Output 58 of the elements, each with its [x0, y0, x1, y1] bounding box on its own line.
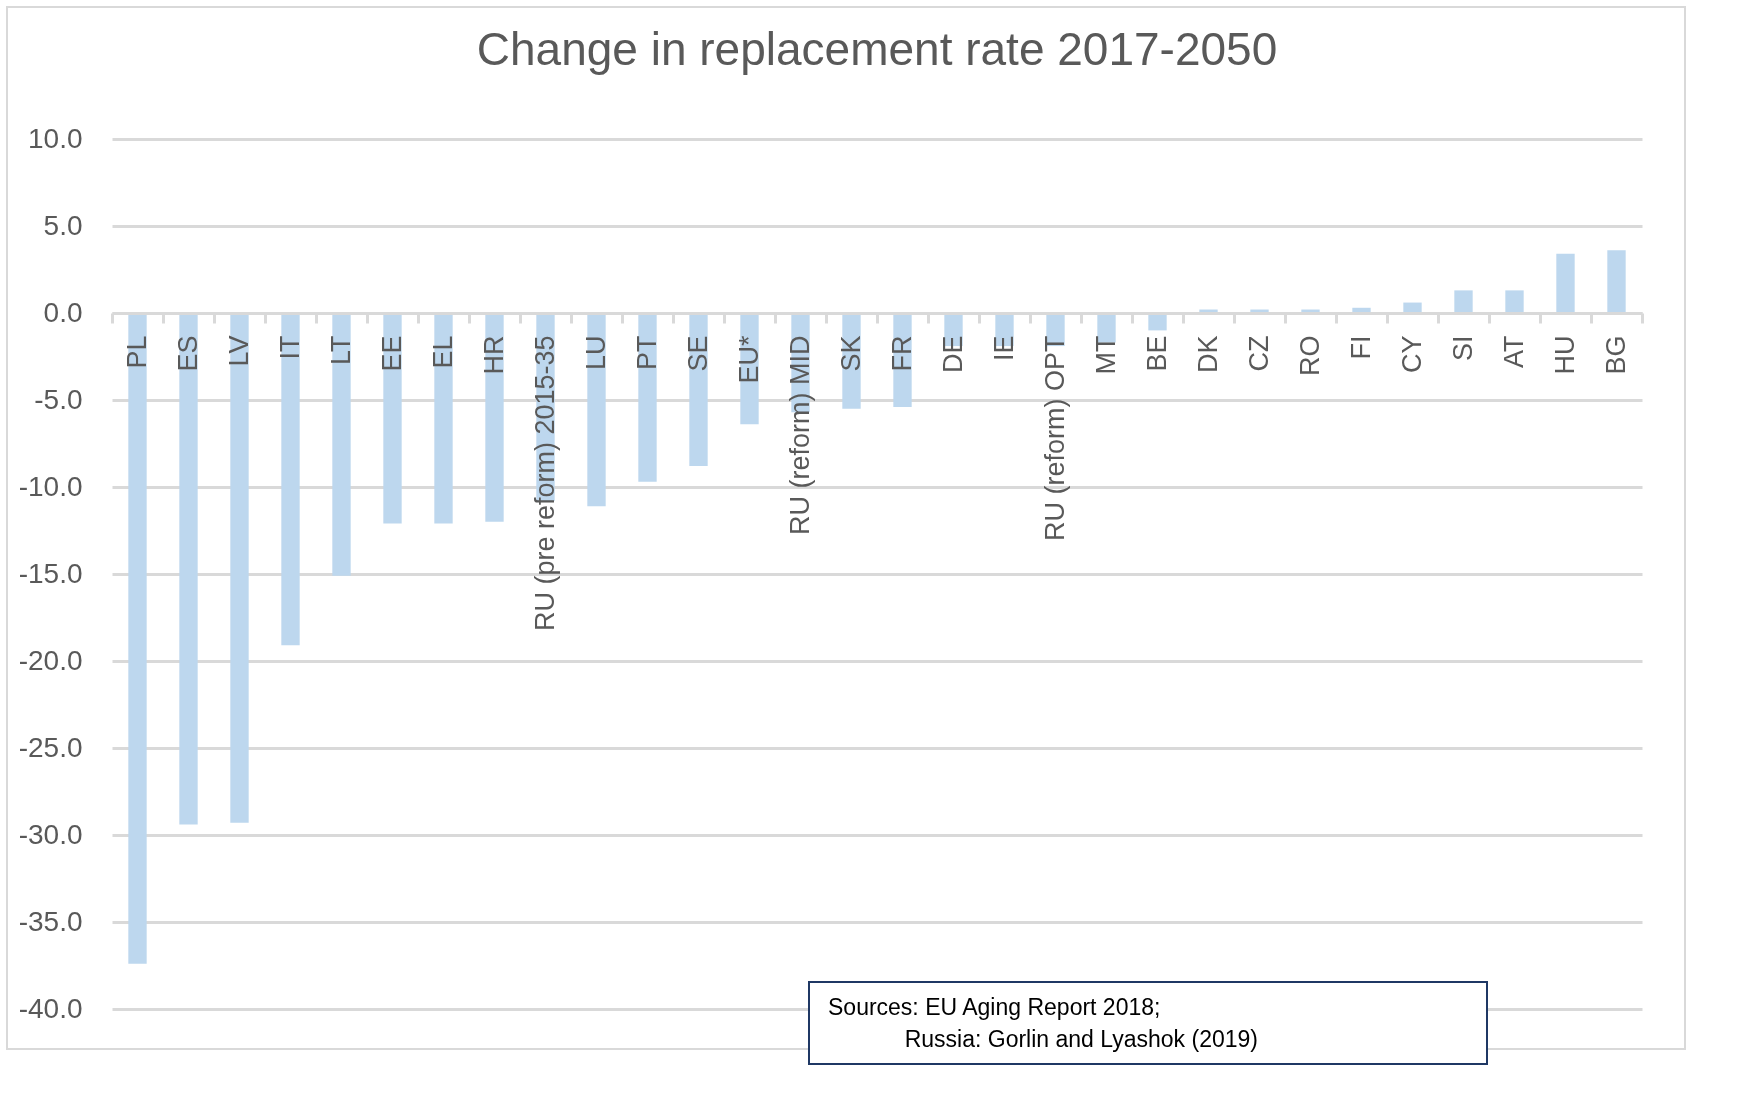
- x-tick-label: EL: [428, 335, 458, 369]
- y-tick-label: -25.0: [18, 731, 83, 763]
- x-tick-label: PL: [122, 335, 152, 369]
- y-tick-label: -5.0: [34, 383, 83, 415]
- x-tick-label: RU (pre reform) 2015-35: [530, 335, 560, 632]
- x-tick-label: IE: [989, 335, 1019, 362]
- y-tick-label: 0.0: [43, 296, 83, 328]
- bar: [128, 313, 147, 964]
- x-tick-label: HU: [1550, 335, 1580, 375]
- x-tick-label: ES: [173, 335, 203, 372]
- x-tick-label: FI: [1346, 335, 1376, 360]
- bar: [587, 313, 606, 507]
- x-tick-label: DE: [938, 335, 968, 374]
- bar: [230, 313, 249, 823]
- x-tick-label: RU (reform) MID: [785, 335, 815, 535]
- x-tick-label: SI: [1448, 335, 1478, 362]
- note-box: Sources: EU Aging Report 2018; Russia: Gorlin and Lyashok (2019): [808, 981, 1488, 1065]
- bar: [383, 313, 402, 524]
- x-tick-label: LT: [326, 335, 356, 366]
- chart-title: Change in replacement rate 2017-2050: [476, 23, 1278, 75]
- x-tick-label: RU (reform) OPT: [1040, 335, 1070, 541]
- x-tick-label: SE: [683, 335, 713, 372]
- x-tick-label: HR: [479, 335, 509, 375]
- bar: [1454, 290, 1473, 313]
- x-tick-label: DK: [1193, 335, 1223, 374]
- y-tick-label: -40.0: [18, 992, 83, 1024]
- y-tick-label: -20.0: [18, 644, 83, 676]
- x-tick-label: MT: [1091, 335, 1121, 375]
- x-tick-label: AT: [1499, 335, 1529, 368]
- x-tick-label: EU*: [734, 335, 764, 384]
- bar: [638, 313, 657, 482]
- y-tick-label: -35.0: [18, 905, 83, 937]
- bar: [434, 313, 453, 524]
- x-tick-label: CZ: [1244, 335, 1274, 372]
- x-tick-label: CY: [1397, 335, 1427, 374]
- bar: [179, 313, 198, 825]
- bar: [689, 313, 708, 467]
- y-tick-label: -10.0: [18, 470, 83, 502]
- bar: [1607, 250, 1626, 313]
- bar: [281, 313, 300, 646]
- y-tick-label: -15.0: [18, 557, 83, 589]
- x-tick-label: IT: [275, 335, 305, 360]
- x-tick-label: LV: [224, 335, 254, 367]
- bar: [1556, 253, 1575, 313]
- x-tick-label: EE: [377, 335, 407, 372]
- x-tick-label: PT: [632, 335, 662, 371]
- bar: [1505, 290, 1524, 313]
- bar: [332, 313, 351, 576]
- x-tick-label: RO: [1295, 335, 1325, 376]
- x-tick-label: BG: [1601, 335, 1631, 375]
- x-tick-label: BE: [1142, 335, 1172, 372]
- y-tick-label: 10.0: [28, 122, 83, 154]
- y-tick-label: 5.0: [43, 209, 83, 241]
- bar: [485, 313, 504, 522]
- y-tick-label: -30.0: [18, 818, 83, 850]
- x-tick-label: SK: [836, 335, 866, 372]
- x-tick-label: FR: [887, 335, 917, 372]
- x-tick-label: LU: [581, 335, 611, 371]
